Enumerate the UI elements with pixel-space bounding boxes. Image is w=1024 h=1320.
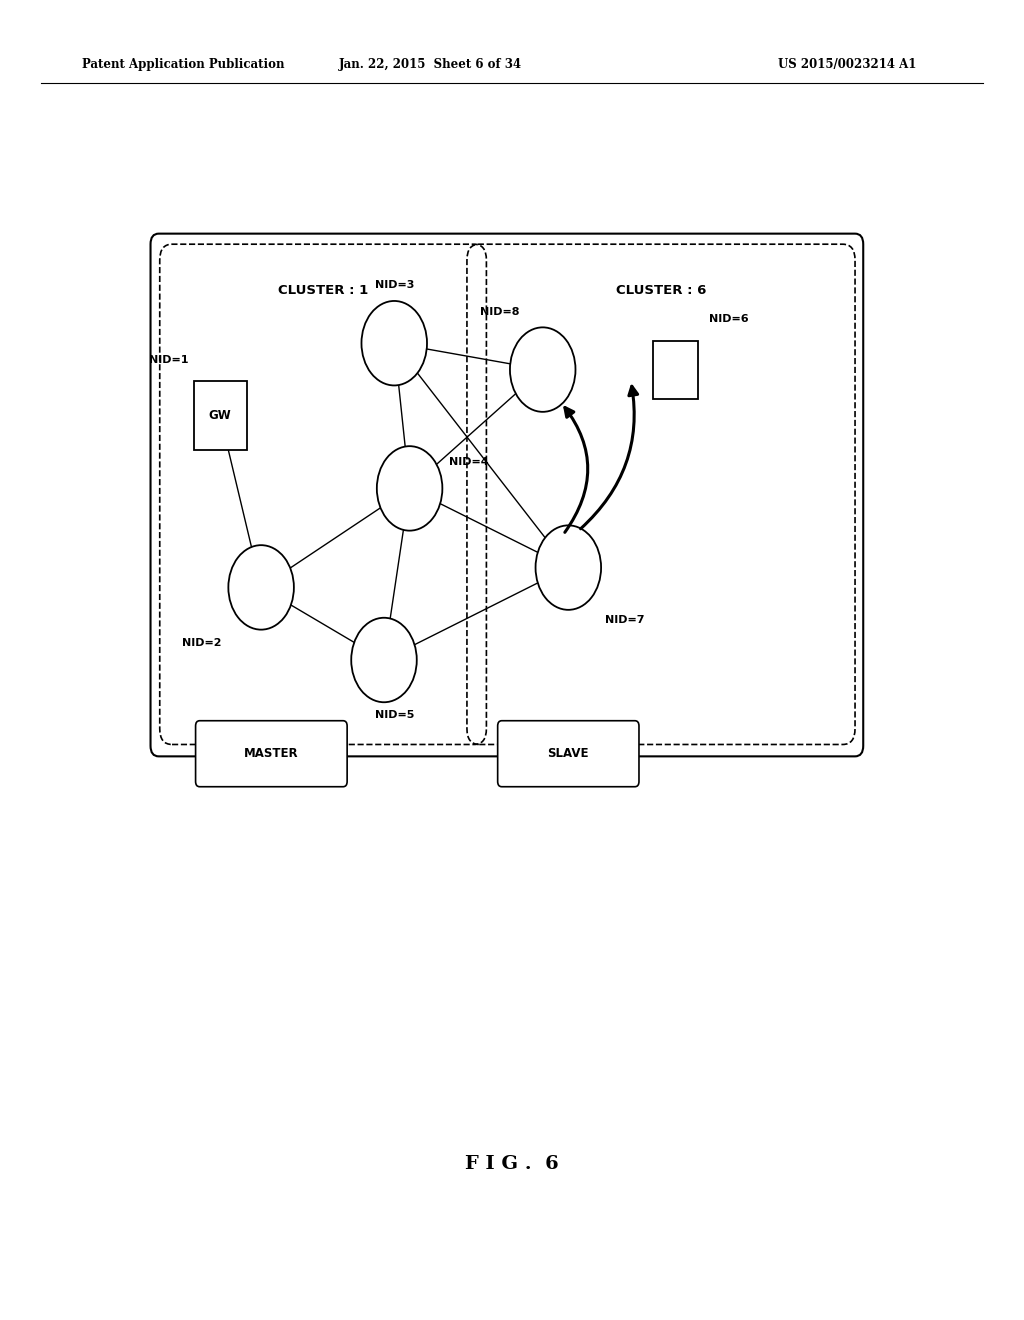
Circle shape	[228, 545, 294, 630]
Text: Jan. 22, 2015  Sheet 6 of 34: Jan. 22, 2015 Sheet 6 of 34	[339, 58, 521, 71]
Text: NID=6: NID=6	[710, 314, 749, 325]
Text: SLAVE: SLAVE	[548, 747, 589, 760]
Circle shape	[536, 525, 601, 610]
FancyBboxPatch shape	[151, 234, 863, 756]
Text: GW: GW	[209, 409, 231, 422]
Circle shape	[377, 446, 442, 531]
FancyBboxPatch shape	[196, 721, 347, 787]
Circle shape	[361, 301, 427, 385]
Circle shape	[351, 618, 417, 702]
Text: MASTER: MASTER	[244, 747, 299, 760]
Text: NID=8: NID=8	[480, 306, 519, 317]
Text: Patent Application Publication: Patent Application Publication	[82, 58, 285, 71]
Text: F I G .  6: F I G . 6	[465, 1155, 559, 1173]
FancyBboxPatch shape	[194, 381, 247, 450]
Text: NID=2: NID=2	[182, 638, 221, 648]
FancyBboxPatch shape	[498, 721, 639, 787]
Text: NID=3: NID=3	[375, 280, 414, 290]
FancyArrowPatch shape	[581, 387, 638, 529]
Text: NID=5: NID=5	[375, 710, 414, 721]
Text: CLUSTER : 1: CLUSTER : 1	[278, 284, 369, 297]
Text: NID=7: NID=7	[605, 615, 644, 626]
Text: NID=1: NID=1	[150, 355, 188, 366]
Text: NID=4: NID=4	[450, 457, 488, 467]
FancyArrowPatch shape	[565, 408, 588, 532]
FancyBboxPatch shape	[653, 341, 698, 399]
Text: CLUSTER : 6: CLUSTER : 6	[615, 284, 707, 297]
Text: US 2015/0023214 A1: US 2015/0023214 A1	[778, 58, 916, 71]
Circle shape	[510, 327, 575, 412]
